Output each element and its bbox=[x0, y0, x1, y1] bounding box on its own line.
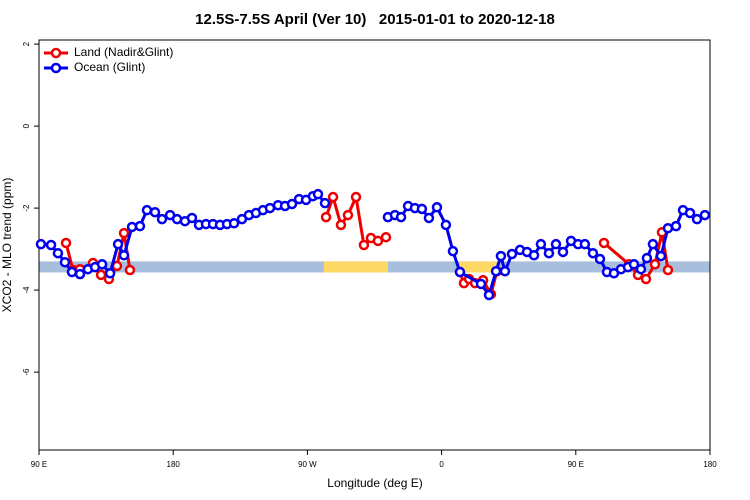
band-highlight bbox=[323, 261, 388, 273]
data-point bbox=[286, 198, 298, 210]
data-point bbox=[45, 239, 57, 251]
data-point bbox=[499, 265, 511, 277]
data-point bbox=[186, 212, 198, 224]
y-tick-label: -2 bbox=[22, 204, 31, 212]
y-tick-label: 0 bbox=[22, 123, 31, 128]
data-point bbox=[156, 213, 168, 225]
band-highlight bbox=[459, 261, 497, 273]
data-point bbox=[699, 209, 711, 221]
x-tick-label: 90 E bbox=[31, 460, 47, 469]
data-point bbox=[587, 247, 599, 259]
data-point bbox=[528, 250, 540, 261]
data-point bbox=[535, 238, 547, 250]
data-point bbox=[124, 264, 136, 276]
data-point bbox=[483, 289, 495, 301]
data-point bbox=[118, 250, 130, 261]
data-point bbox=[635, 263, 647, 275]
data-point bbox=[423, 212, 435, 224]
data-point bbox=[380, 231, 392, 243]
legend-marker bbox=[50, 47, 62, 59]
y-axis-label: XCO2 - MLO trend (ppm) bbox=[0, 178, 14, 313]
y-tick-label: -6 bbox=[22, 368, 31, 376]
data-point bbox=[319, 197, 331, 209]
data-point bbox=[506, 248, 518, 260]
data-point bbox=[640, 273, 652, 285]
data-point bbox=[691, 213, 703, 225]
data-point bbox=[594, 253, 606, 265]
data-point bbox=[454, 266, 466, 278]
data-point bbox=[74, 268, 86, 280]
data-point bbox=[134, 220, 146, 232]
y-tick-label: 2 bbox=[22, 41, 31, 46]
data-point bbox=[475, 278, 487, 290]
x-tick-label: 90 W bbox=[298, 460, 317, 469]
data-point bbox=[59, 256, 71, 268]
data-point bbox=[641, 252, 653, 264]
data-point bbox=[327, 191, 339, 203]
data-point bbox=[228, 218, 240, 229]
data-point bbox=[598, 237, 610, 249]
data-point bbox=[440, 219, 452, 231]
data-point bbox=[141, 204, 153, 216]
data-point bbox=[320, 211, 332, 223]
data-point bbox=[490, 265, 502, 277]
data-point bbox=[35, 238, 47, 250]
data-point bbox=[342, 209, 354, 221]
x-tick-label: 0 bbox=[439, 460, 444, 469]
x-tick-label: 180 bbox=[703, 460, 717, 469]
data-point bbox=[264, 202, 276, 214]
data-point bbox=[104, 268, 116, 279]
data-point bbox=[96, 259, 108, 270]
plot-frame bbox=[38, 39, 711, 451]
data-point bbox=[149, 206, 161, 218]
y-tick-label: -4 bbox=[22, 286, 31, 294]
data-point bbox=[350, 191, 362, 203]
data-point bbox=[495, 250, 507, 262]
data-point bbox=[431, 202, 443, 213]
data-point bbox=[655, 250, 667, 262]
data-point bbox=[372, 235, 384, 247]
data-point bbox=[416, 203, 428, 215]
data-point bbox=[662, 264, 674, 276]
data-point bbox=[447, 245, 459, 257]
data-point bbox=[670, 220, 682, 232]
data-point bbox=[60, 237, 72, 249]
data-point bbox=[550, 238, 562, 250]
data-point bbox=[95, 269, 107, 281]
data-point bbox=[118, 227, 130, 239]
x-axis-label: Longitude (deg E) bbox=[327, 476, 422, 490]
data-point bbox=[557, 246, 569, 258]
data-point bbox=[647, 238, 659, 250]
data-point bbox=[684, 207, 696, 219]
x-tick-label: 180 bbox=[167, 460, 181, 469]
data-point bbox=[66, 266, 78, 278]
data-point bbox=[395, 211, 407, 223]
data-point bbox=[543, 247, 555, 259]
data-point bbox=[579, 238, 591, 250]
legend-label: Land (Nadir&Glint) bbox=[74, 45, 173, 59]
data-point bbox=[112, 238, 124, 250]
chart-title: 12.5S-7.5S April (Ver 10) 2015-01-01 to … bbox=[195, 11, 555, 28]
x-tick-label: 90 E bbox=[568, 460, 584, 469]
data-point bbox=[52, 247, 64, 259]
data-point bbox=[335, 219, 347, 231]
legend-label: Ocean (Glint) bbox=[74, 60, 145, 74]
data-point bbox=[312, 188, 324, 200]
data-point bbox=[358, 239, 370, 251]
data-point bbox=[649, 259, 661, 270]
legend-marker bbox=[50, 62, 62, 74]
data-point bbox=[628, 259, 640, 270]
data-point bbox=[662, 222, 674, 234]
